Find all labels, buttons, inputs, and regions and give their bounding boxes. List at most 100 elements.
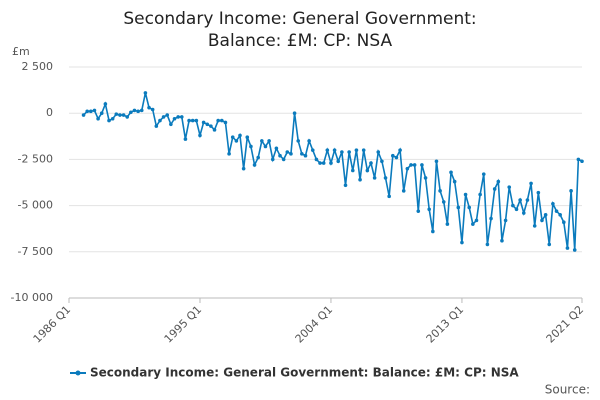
point <box>303 153 308 158</box>
point <box>318 161 322 165</box>
point <box>103 102 108 106</box>
y-tick-label: -7 500 <box>18 245 53 258</box>
point <box>434 159 439 164</box>
point <box>394 155 399 160</box>
point <box>245 135 250 140</box>
point <box>81 113 86 117</box>
point <box>441 200 446 204</box>
point <box>511 203 515 208</box>
point <box>314 157 319 162</box>
chart-title: Secondary Income: General Government: Ba… <box>123 9 477 51</box>
point <box>325 148 330 152</box>
point <box>187 118 191 123</box>
point <box>321 161 326 165</box>
point <box>292 111 297 115</box>
point <box>496 179 501 184</box>
point <box>278 153 282 158</box>
point <box>310 148 315 152</box>
point <box>260 139 264 143</box>
point <box>223 120 228 125</box>
x-tick-label: 2013 Q1 <box>424 303 467 346</box>
point <box>285 150 290 154</box>
point <box>220 118 224 123</box>
point <box>471 222 475 226</box>
point <box>336 159 341 164</box>
point <box>489 216 493 221</box>
point <box>179 115 184 119</box>
point <box>263 144 268 149</box>
point <box>92 108 97 113</box>
point <box>289 152 293 156</box>
point <box>387 194 391 199</box>
point <box>241 166 246 171</box>
point <box>205 122 210 127</box>
point <box>329 161 333 165</box>
point <box>114 112 119 116</box>
x-tick-label: 1995 Q1 <box>162 303 205 346</box>
point <box>267 139 271 143</box>
series-line <box>82 92 583 251</box>
point <box>201 120 206 125</box>
point <box>154 124 159 128</box>
point <box>518 198 522 202</box>
point <box>227 152 231 156</box>
point <box>172 116 177 121</box>
point <box>296 139 301 143</box>
point <box>216 118 220 123</box>
point <box>354 148 359 152</box>
point <box>456 205 461 210</box>
point <box>209 124 213 128</box>
point <box>416 209 421 213</box>
x-tick-label: 1986 Q1 <box>31 303 74 346</box>
point <box>380 159 384 164</box>
point <box>580 159 584 164</box>
point <box>565 246 570 250</box>
point <box>365 168 370 173</box>
point <box>165 113 170 117</box>
point <box>332 148 337 152</box>
point <box>190 118 195 123</box>
point <box>409 163 413 167</box>
point <box>132 108 137 113</box>
point <box>427 207 431 212</box>
point <box>176 115 180 119</box>
point <box>194 118 199 123</box>
point <box>569 189 573 193</box>
point <box>107 118 111 123</box>
point <box>525 198 530 202</box>
y-tick-label: 0 <box>46 106 53 119</box>
point <box>118 113 122 117</box>
point <box>514 207 519 212</box>
point <box>147 105 151 110</box>
point <box>343 183 348 188</box>
point <box>543 213 548 217</box>
point <box>532 224 537 228</box>
point <box>183 137 188 141</box>
point <box>576 157 581 162</box>
point <box>158 118 162 123</box>
source: Source: <box>545 383 590 397</box>
legend-marker <box>75 370 81 376</box>
point <box>558 213 562 217</box>
point <box>492 187 497 191</box>
point <box>438 189 442 193</box>
point <box>551 201 555 206</box>
point <box>369 161 373 165</box>
point <box>85 109 89 114</box>
point <box>281 157 286 162</box>
point <box>405 166 410 171</box>
point <box>562 220 566 225</box>
point <box>474 218 479 223</box>
point <box>481 172 486 176</box>
point <box>529 181 533 186</box>
point <box>391 153 395 158</box>
legend-label: Secondary Income: General Government: Ba… <box>90 366 519 380</box>
point <box>572 248 577 252</box>
point <box>376 150 381 154</box>
point <box>398 148 402 152</box>
point <box>449 170 453 175</box>
point <box>503 218 508 223</box>
y-tick-label: -10 000 <box>11 291 53 304</box>
point <box>198 133 202 138</box>
